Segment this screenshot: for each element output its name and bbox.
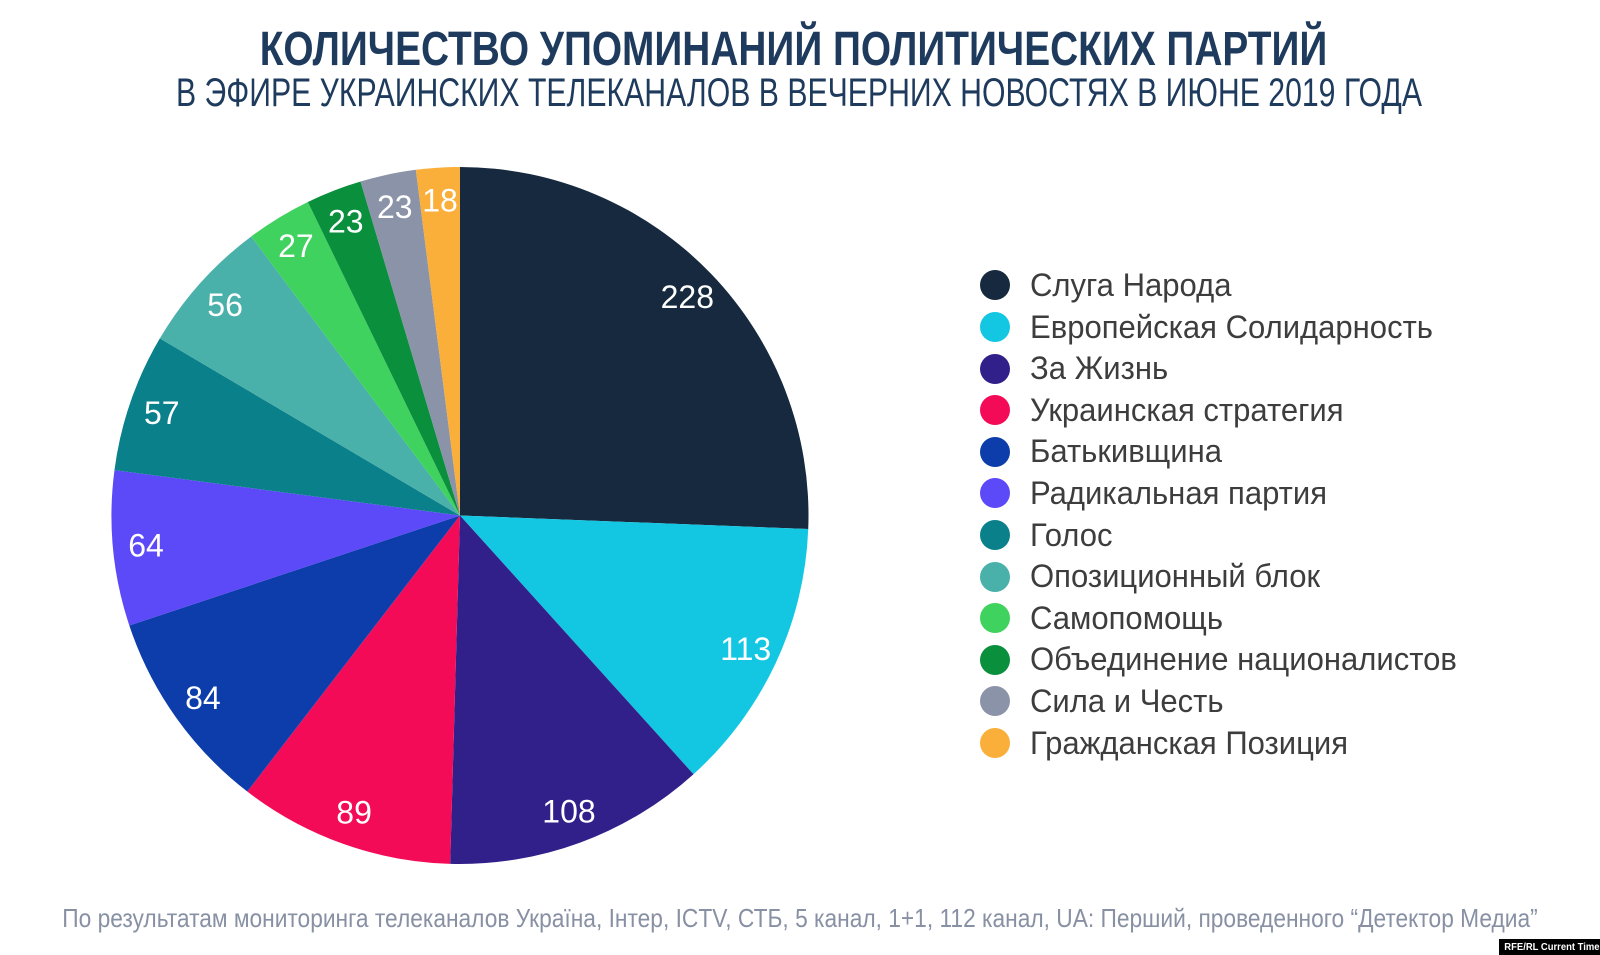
- svg-text:89: 89: [336, 795, 372, 831]
- svg-text:64: 64: [128, 528, 164, 564]
- svg-text:113: 113: [720, 631, 771, 667]
- svg-text:23: 23: [377, 189, 413, 225]
- svg-text:57: 57: [144, 395, 180, 431]
- svg-text:27: 27: [278, 228, 314, 264]
- svg-text:18: 18: [422, 183, 458, 219]
- svg-text:84: 84: [185, 680, 221, 716]
- svg-text:56: 56: [207, 287, 243, 323]
- svg-text:108: 108: [542, 793, 595, 829]
- svg-text:23: 23: [328, 204, 364, 240]
- svg-text:228: 228: [661, 279, 714, 315]
